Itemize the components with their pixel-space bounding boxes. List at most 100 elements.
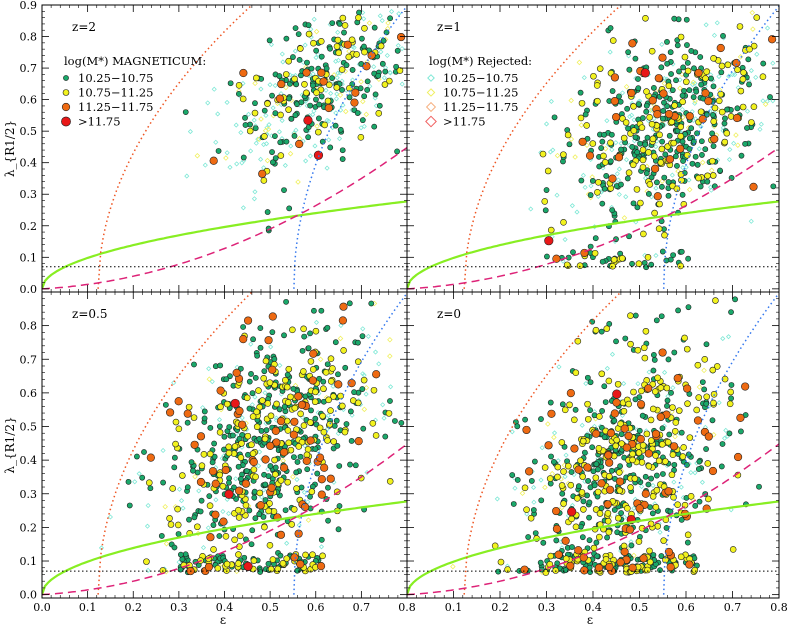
- galaxy-point: [382, 433, 389, 440]
- galaxy-point: [767, 94, 773, 100]
- inclination-curve: [293, 5, 407, 289]
- galaxy-point: [206, 450, 214, 458]
- galaxy-point: [635, 76, 641, 82]
- galaxy-point: [669, 87, 676, 94]
- galaxy-point: [319, 552, 326, 560]
- galaxy-point: [653, 472, 660, 479]
- galaxy-point: [618, 146, 624, 153]
- galaxy-point: [651, 209, 658, 217]
- galaxy-point: [625, 49, 632, 56]
- galaxy-point: [547, 552, 555, 560]
- y-axis-label: λ_{R1/2}: [3, 416, 17, 473]
- galaxy-point: [597, 479, 606, 488]
- galaxy-point: [639, 442, 647, 449]
- galaxy-point: [665, 82, 673, 90]
- galaxy-point: [685, 560, 694, 569]
- galaxy-point: [665, 356, 672, 363]
- galaxy-point: [335, 526, 342, 533]
- galaxy-point: [554, 463, 562, 471]
- galaxy-point: [609, 88, 616, 94]
- galaxy-point: [570, 444, 579, 453]
- x-axis-label-right: ε: [587, 613, 593, 627]
- galaxy-point: [256, 511, 263, 518]
- rejected-point: [753, 74, 759, 80]
- galaxy-point: [364, 78, 371, 85]
- galaxy-point: [665, 179, 672, 185]
- galaxy-point: [648, 47, 656, 55]
- galaxy-point: [664, 438, 672, 446]
- galaxy-point: [287, 393, 294, 401]
- galaxy-point: [708, 466, 718, 476]
- galaxy-point: [227, 80, 234, 87]
- galaxy-point: [175, 425, 183, 433]
- galaxy-point: [599, 408, 605, 414]
- galaxy-point: [338, 316, 347, 325]
- galaxy-point: [248, 371, 254, 377]
- galaxy-point: [312, 415, 319, 422]
- galaxy-point: [617, 420, 624, 428]
- galaxy-point: [323, 65, 330, 72]
- galaxy-point: [591, 482, 598, 489]
- galaxy-point: [722, 115, 728, 122]
- galaxy-point: [650, 352, 657, 358]
- galaxy-point: [642, 14, 649, 22]
- rejected-point: [340, 102, 346, 108]
- galaxy-point: [759, 73, 767, 81]
- galaxy-point: [235, 506, 242, 514]
- rejected-point: [677, 85, 683, 92]
- galaxy-point: [651, 152, 658, 160]
- galaxy-point: [318, 53, 325, 60]
- rejected-point: [686, 186, 693, 193]
- galaxy-point: [676, 68, 682, 75]
- galaxy-point: [188, 459, 195, 466]
- x-axis-label-left: ε: [220, 613, 226, 627]
- rejected-point: [259, 494, 265, 500]
- galaxy-point: [611, 417, 618, 424]
- galaxy-point: [593, 461, 600, 468]
- galaxy-point: [642, 327, 650, 335]
- rejected-point: [336, 136, 343, 142]
- galaxy-point: [537, 559, 544, 566]
- galaxy-point: [251, 109, 259, 117]
- galaxy-point: [657, 159, 665, 166]
- galaxy-point: [578, 177, 585, 184]
- galaxy-point: [282, 71, 290, 78]
- galaxy-point: [316, 561, 326, 571]
- panel-z2: 0.0 0.1 0.2 0.3 0.4 0.5 0.6 0.7 0.8 0.9 λ_{R1/2} z=…: [3, 0, 408, 296]
- galaxy-point: [335, 49, 343, 57]
- galaxy-point: [301, 80, 308, 88]
- galaxy-point: [622, 335, 629, 342]
- galaxy-point: [709, 366, 717, 374]
- rejected-point: [226, 510, 232, 517]
- y-tick-label: 0.0: [20, 283, 38, 296]
- galaxy-point: [198, 462, 206, 469]
- galaxy-point: [387, 15, 394, 22]
- galaxy-point: [681, 334, 688, 342]
- galaxy-point: [572, 406, 579, 413]
- y-tick-label: 0.5: [20, 125, 38, 138]
- galaxy-point: [625, 169, 633, 177]
- galaxy-point: [636, 427, 643, 434]
- galaxy-point: [664, 487, 673, 496]
- rejected-point: [248, 341, 254, 347]
- galaxy-point: [309, 349, 318, 358]
- rejected-point: [696, 146, 702, 152]
- rejected-point: [317, 356, 324, 363]
- galaxy-point: [377, 42, 385, 50]
- galaxy-point: [302, 68, 311, 77]
- galaxy-point: [587, 407, 593, 414]
- galaxy-point: [629, 260, 635, 267]
- galaxy-point: [532, 530, 539, 536]
- rejected-point: [723, 427, 729, 433]
- galaxy-point: [630, 127, 638, 134]
- galaxy-point: [746, 81, 752, 88]
- galaxy-point: [297, 45, 304, 52]
- rejected-point: [366, 20, 373, 26]
- rejected-point: [360, 371, 366, 377]
- rejected-point: [548, 98, 554, 104]
- rejected-point: [252, 394, 258, 400]
- rejected-point: [562, 474, 568, 480]
- rejected-point: [239, 160, 245, 166]
- galaxy-point: [740, 69, 747, 76]
- galaxy-point: [308, 376, 317, 385]
